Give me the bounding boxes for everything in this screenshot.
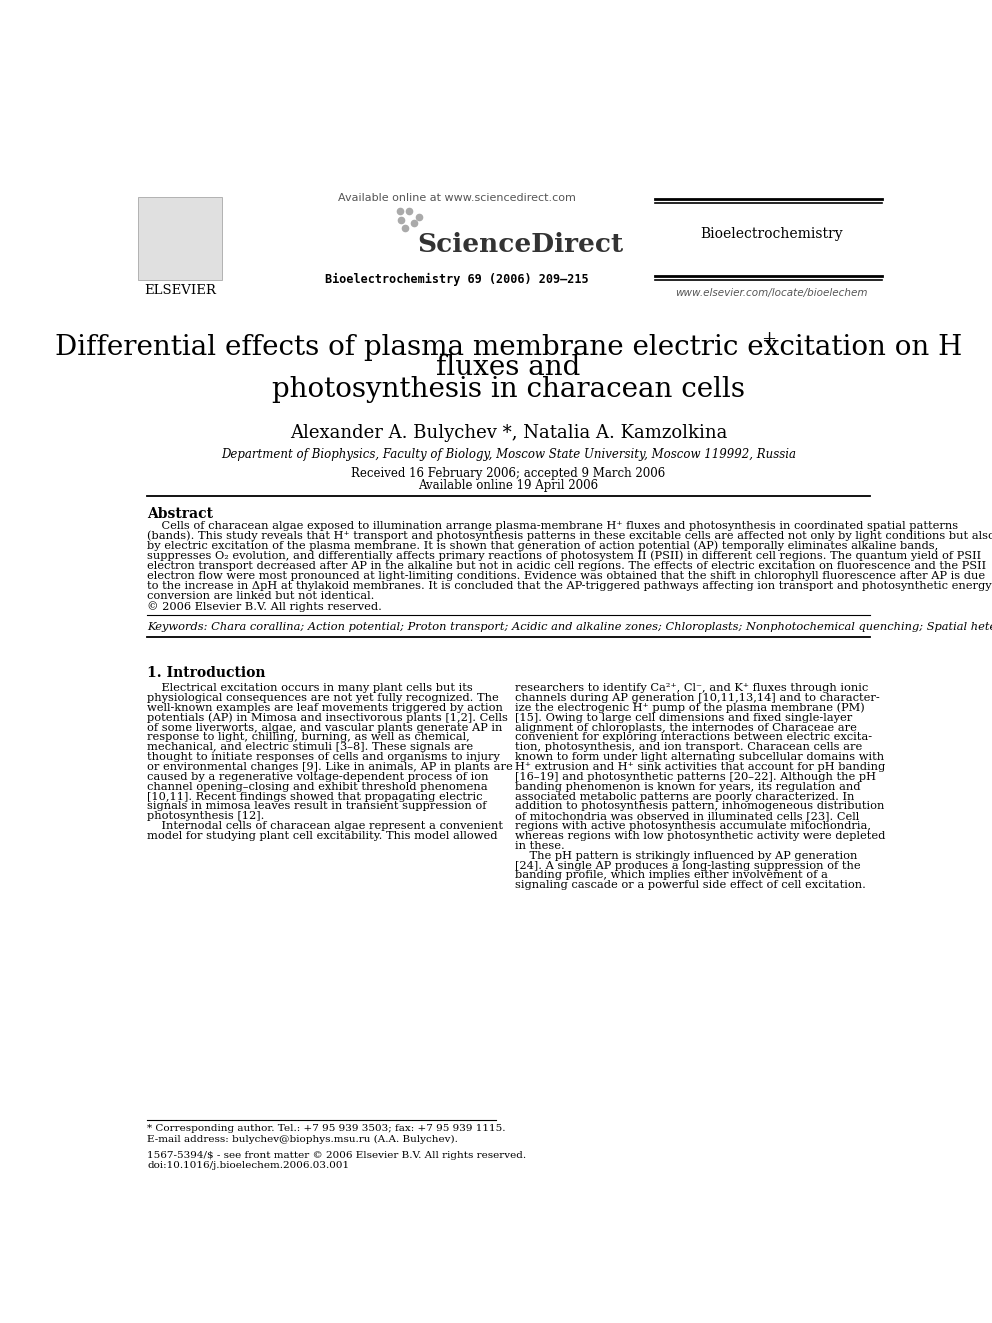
Text: www.elsevier.com/locate/bioelechem: www.elsevier.com/locate/bioelechem bbox=[675, 288, 867, 298]
Text: ize the electrogenic H⁺ pump of the plasma membrane (PM): ize the electrogenic H⁺ pump of the plas… bbox=[515, 703, 864, 713]
Text: [16–19] and photosynthetic patterns [20–22]. Although the pH: [16–19] and photosynthetic patterns [20–… bbox=[515, 771, 876, 782]
Bar bbox=[138, 197, 221, 280]
Text: whereas regions with low photosynthetic activity were depleted: whereas regions with low photosynthetic … bbox=[515, 831, 885, 841]
Text: thought to initiate responses of cells and organisms to injury: thought to initiate responses of cells a… bbox=[147, 751, 500, 762]
Text: caused by a regenerative voltage-dependent process of ion: caused by a regenerative voltage-depende… bbox=[147, 771, 489, 782]
Text: channels during AP generation [10,11,13,14] and to character-: channels during AP generation [10,11,13,… bbox=[515, 693, 879, 703]
Text: in these.: in these. bbox=[515, 841, 564, 851]
Text: to the increase in ΔpH at thylakoid membranes. It is concluded that the AP-trigg: to the increase in ΔpH at thylakoid memb… bbox=[147, 581, 992, 591]
Text: [10,11]. Recent findings showed that propagating electric: [10,11]. Recent findings showed that pro… bbox=[147, 791, 483, 802]
Text: [24]. A single AP produces a long-lasting suppression of the: [24]. A single AP produces a long-lastin… bbox=[515, 860, 860, 871]
Text: Differential effects of plasma membrane electric excitation on H: Differential effects of plasma membrane … bbox=[55, 335, 962, 361]
Text: photosynthesis [12].: photosynthesis [12]. bbox=[147, 811, 265, 822]
Text: 1567-5394/$ - see front matter © 2006 Elsevier B.V. All rights reserved.: 1567-5394/$ - see front matter © 2006 El… bbox=[147, 1151, 527, 1159]
Text: Available online 19 April 2006: Available online 19 April 2006 bbox=[419, 479, 598, 492]
Text: +: + bbox=[761, 331, 776, 348]
Text: The pH pattern is strikingly influenced by AP generation: The pH pattern is strikingly influenced … bbox=[515, 851, 857, 861]
Text: 1. Introduction: 1. Introduction bbox=[147, 667, 266, 680]
Text: [15]. Owing to large cell dimensions and fixed single-layer: [15]. Owing to large cell dimensions and… bbox=[515, 713, 852, 722]
Text: ELSEVIER: ELSEVIER bbox=[144, 283, 215, 296]
Text: E-mail address: bulychev@biophys.msu.ru (A.A. Bulychev).: E-mail address: bulychev@biophys.msu.ru … bbox=[147, 1135, 458, 1144]
Text: Bioelectrochemistry: Bioelectrochemistry bbox=[699, 226, 842, 241]
Text: known to form under light alternating subcellular domains with: known to form under light alternating su… bbox=[515, 751, 884, 762]
Text: tion, photosynthesis, and ion transport. Characean cells are: tion, photosynthesis, and ion transport.… bbox=[515, 742, 862, 753]
Text: signaling cascade or a powerful side effect of cell excitation.: signaling cascade or a powerful side eff… bbox=[515, 880, 865, 890]
Text: mechanical, and electric stimuli [3–8]. These signals are: mechanical, and electric stimuli [3–8]. … bbox=[147, 742, 473, 753]
Text: Received 16 February 2006; accepted 9 March 2006: Received 16 February 2006; accepted 9 Ma… bbox=[351, 467, 666, 480]
Text: associated metabolic patterns are poorly characterized. In: associated metabolic patterns are poorly… bbox=[515, 791, 854, 802]
Text: Department of Biophysics, Faculty of Biology, Moscow State University, Moscow 11: Department of Biophysics, Faculty of Bio… bbox=[221, 447, 796, 460]
Text: alignment of chloroplasts, the internodes of Characeae are: alignment of chloroplasts, the internode… bbox=[515, 722, 856, 733]
Text: well-known examples are leaf movements triggered by action: well-known examples are leaf movements t… bbox=[147, 703, 503, 713]
Text: Abstract: Abstract bbox=[147, 507, 213, 521]
Text: fluxes and: fluxes and bbox=[436, 355, 580, 381]
Text: © 2006 Elsevier B.V. All rights reserved.: © 2006 Elsevier B.V. All rights reserved… bbox=[147, 601, 382, 611]
Text: or environmental changes [9]. Like in animals, AP in plants are: or environmental changes [9]. Like in an… bbox=[147, 762, 513, 773]
Text: physiological consequences are not yet fully recognized. The: physiological consequences are not yet f… bbox=[147, 693, 499, 703]
Text: of some liverworts, algae, and vascular plants generate AP in: of some liverworts, algae, and vascular … bbox=[147, 722, 503, 733]
Text: doi:10.1016/j.bioelechem.2006.03.001: doi:10.1016/j.bioelechem.2006.03.001 bbox=[147, 1162, 349, 1171]
Text: of mitochondria was observed in illuminated cells [23]. Cell: of mitochondria was observed in illumina… bbox=[515, 811, 859, 822]
Text: researchers to identify Ca²⁺, Cl⁻, and K⁺ fluxes through ionic: researchers to identify Ca²⁺, Cl⁻, and K… bbox=[515, 683, 868, 693]
Text: electron transport decreased after AP in the alkaline but not in acidic cell reg: electron transport decreased after AP in… bbox=[147, 561, 986, 570]
Text: electron flow were most pronounced at light-limiting conditions. Evidence was ob: electron flow were most pronounced at li… bbox=[147, 570, 985, 581]
Text: Cells of characean algae exposed to illumination arrange plasma-membrane H⁺ flux: Cells of characean algae exposed to illu… bbox=[147, 521, 958, 531]
Text: by electric excitation of the plasma membrane. It is shown that generation of ac: by electric excitation of the plasma mem… bbox=[147, 541, 938, 552]
Text: potentials (AP) in Mimosa and insectivorous plants [1,2]. Cells: potentials (AP) in Mimosa and insectivor… bbox=[147, 713, 508, 724]
Text: * Corresponding author. Tel.: +7 95 939 3503; fax: +7 95 939 1115.: * Corresponding author. Tel.: +7 95 939 … bbox=[147, 1125, 506, 1134]
Text: photosynthesis in characean cells: photosynthesis in characean cells bbox=[272, 376, 745, 404]
Text: Bioelectrochemistry 69 (2006) 209–215: Bioelectrochemistry 69 (2006) 209–215 bbox=[325, 273, 589, 286]
Text: Available online at www.sciencedirect.com: Available online at www.sciencedirect.co… bbox=[338, 193, 576, 204]
Text: (bands). This study reveals that H⁺ transport and photosynthesis patterns in the: (bands). This study reveals that H⁺ tran… bbox=[147, 531, 992, 541]
Text: Electrical excitation occurs in many plant cells but its: Electrical excitation occurs in many pla… bbox=[147, 683, 473, 693]
Text: Alexander A. Bulychev *, Natalia A. Kamzolkina: Alexander A. Bulychev *, Natalia A. Kamz… bbox=[290, 425, 727, 442]
Text: conversion are linked but not identical.: conversion are linked but not identical. bbox=[147, 591, 375, 601]
Text: banding profile, which implies either involvement of a: banding profile, which implies either in… bbox=[515, 871, 827, 880]
Text: channel opening–closing and exhibit threshold phenomena: channel opening–closing and exhibit thre… bbox=[147, 782, 488, 791]
Text: regions with active photosynthesis accumulate mitochondria,: regions with active photosynthesis accum… bbox=[515, 822, 871, 831]
Text: banding phenomenon is known for years, its regulation and: banding phenomenon is known for years, i… bbox=[515, 782, 860, 791]
Text: response to light, chilling, burning, as well as chemical,: response to light, chilling, burning, as… bbox=[147, 733, 470, 742]
Text: addition to photosynthesis pattern, inhomogeneous distribution: addition to photosynthesis pattern, inho… bbox=[515, 802, 884, 811]
Text: ScienceDirect: ScienceDirect bbox=[417, 232, 623, 257]
Text: signals in mimosa leaves result in transient suppression of: signals in mimosa leaves result in trans… bbox=[147, 802, 487, 811]
Text: Internodal cells of characean algae represent a convenient: Internodal cells of characean algae repr… bbox=[147, 822, 503, 831]
Text: model for studying plant cell excitability. This model allowed: model for studying plant cell excitabili… bbox=[147, 831, 498, 841]
Text: suppresses O₂ evolution, and differentially affects primary reactions of photosy: suppresses O₂ evolution, and differentia… bbox=[147, 550, 981, 561]
Text: H⁺ extrusion and H⁺ sink activities that account for pH banding: H⁺ extrusion and H⁺ sink activities that… bbox=[515, 762, 885, 773]
Text: convenient for exploring interactions between electric excita-: convenient for exploring interactions be… bbox=[515, 733, 872, 742]
Text: Keywords: Chara corallina; Action potential; Proton transport; Acidic and alkali: Keywords: Chara corallina; Action potent… bbox=[147, 622, 992, 631]
